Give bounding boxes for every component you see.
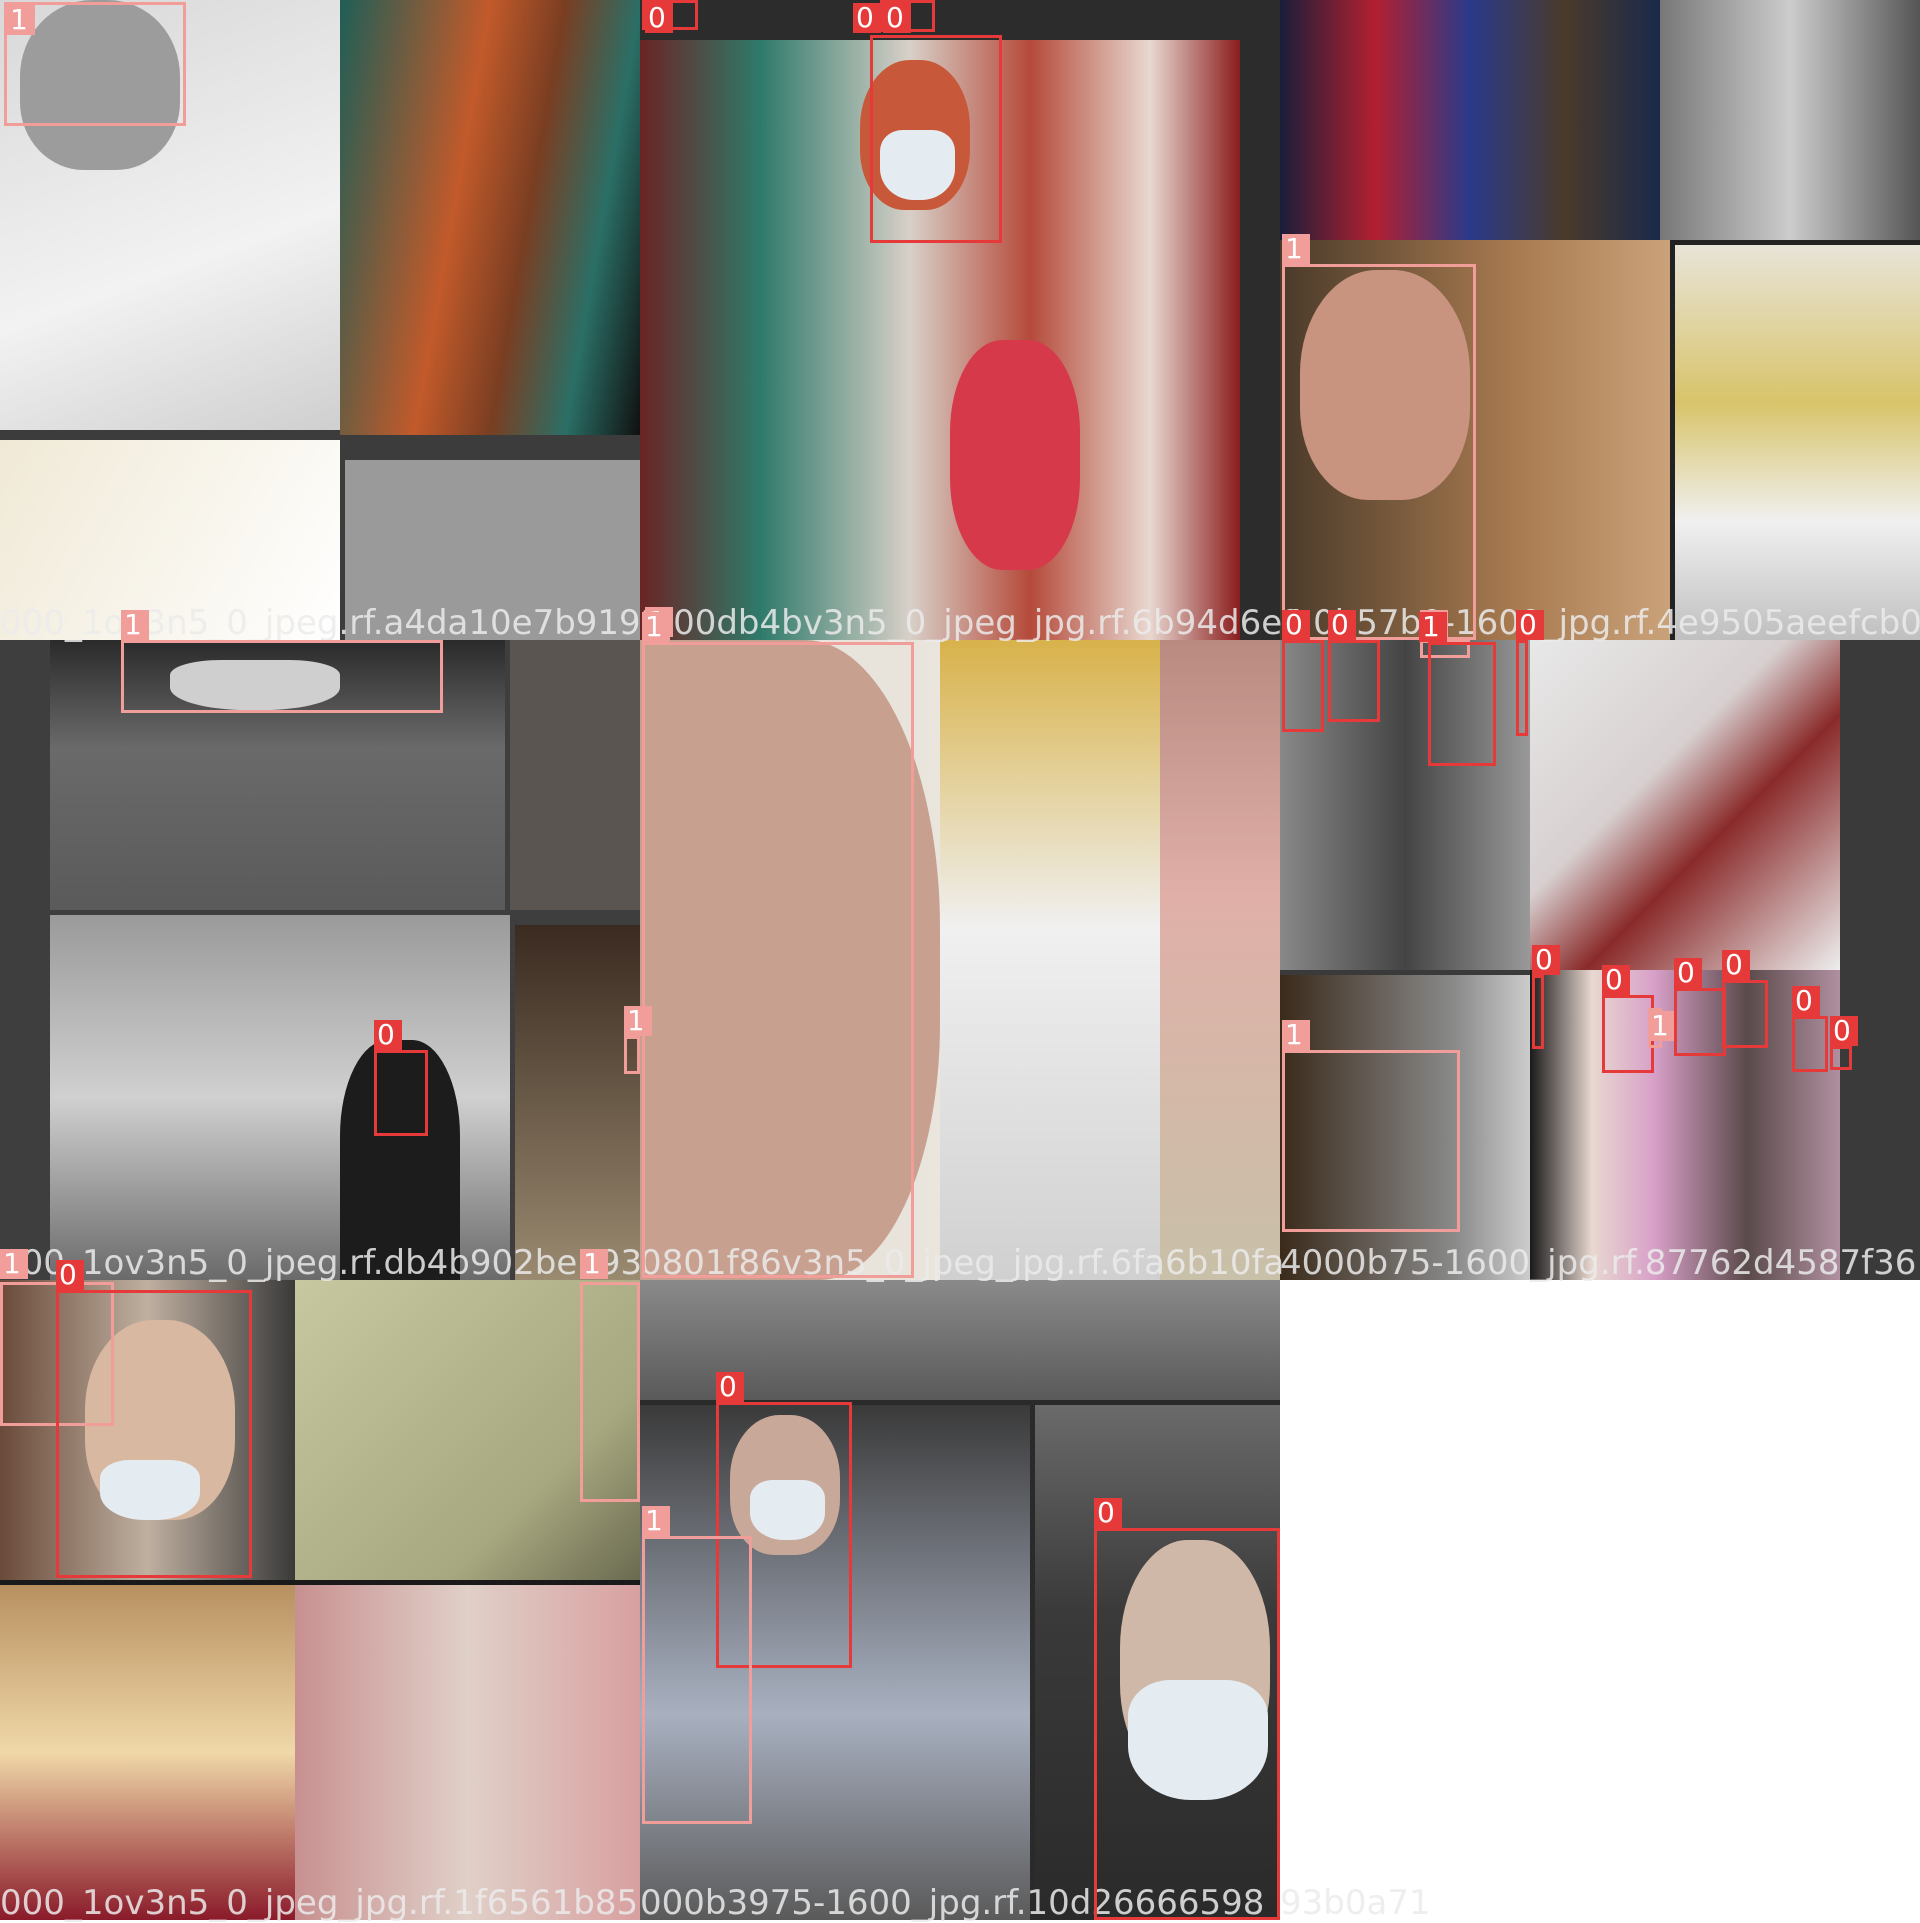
baby-image [950,340,1080,570]
mask-image [100,1460,200,1520]
gray-people-image [1660,0,1920,240]
bbox-label: 1 [1419,612,1447,642]
tile-caption: 0801f86v3n5_0_jpeg_jpg.rf.6fa6b10fa [640,1243,1285,1283]
bbox-no-mask: 1 [642,612,914,1278]
bbox-mask: 0 [1532,945,1560,1049]
bbox-no-mask: 1 [642,1506,752,1824]
doorway-image [515,925,640,1280]
bbox-label: 0 [1532,945,1560,975]
tile-caption: 000b3975-1600_jpg.rf.10d26666598 [640,1883,1265,1923]
bbox-label: 1 [7,5,35,35]
bbox-label: 1 [1282,1020,1310,1050]
mosaic-tile-5 [640,640,1280,1280]
bbox-mask: 0 [1602,965,1654,1073]
mask-image [170,660,340,710]
crowd-coats-image [1280,0,1660,240]
office-background-image [940,640,1160,1280]
bbox-label: 1 [642,1506,670,1536]
bbox-mask: 0 [374,1020,428,1136]
bbox-mask: 0 [1282,610,1324,732]
face-image [1300,270,1470,500]
mosaic-tile-4 [0,640,640,1280]
bbox-label: 1 [642,612,670,642]
bbox-label: 0 [716,1372,744,1402]
office-desk-image [1675,245,1920,640]
bbox-no-mask: 1 [1282,234,1476,640]
gray-wall-image [345,460,640,640]
blurred-side-image [510,640,640,910]
blurred-strip-image [1160,640,1280,1280]
bbox-label: 0 [1602,965,1630,995]
bbox-label: 0 [1674,958,1702,988]
gray-top-image [640,1280,1280,1400]
bbox-mask: 0 [1094,1498,1280,1920]
bbox-mask: 1 [1419,612,1496,766]
bbox-label: 0 [883,3,911,33]
tile-caption: 100_1ov3n5_0_jpeg.rf.db4b902be193 [0,1243,643,1283]
bbox-mask: 0 [1830,1016,1858,1070]
person-dark-image [340,1040,460,1280]
bbox-no-mask: 1 [121,610,443,713]
mask-image [1128,1680,1268,1800]
bbox-label: 1 [121,610,149,640]
bbox-mask: 0 [1328,610,1380,722]
room-corner-image [0,440,340,640]
empty-area [1280,1280,1920,1920]
bbox-no-mask: 1 [1648,1008,1676,1048]
bbox-no-mask: 1 [1282,1020,1460,1232]
bbox-no-mask: 1 [580,1249,640,1502]
bbox-mask: 0 [642,0,698,33]
bbox-label: 0 [853,3,881,33]
mosaic-tile-3 [1280,0,1920,640]
blurred-crowd-image [340,0,640,435]
masked-crowd-image [1530,970,1840,1280]
bbox-label: 0 [1792,986,1820,1016]
tile-caption: 000_1ov3n5_0_jpeg.rf.a4da10e7b919 [0,603,641,643]
bbox-label: 0 [645,3,673,33]
bbox-label: 1 [1648,1011,1676,1041]
face-image [640,640,940,1280]
bbox-mask: 0 [1516,610,1544,736]
bbox-label: 0 [56,1260,84,1290]
table-top-image [1530,640,1840,970]
bbox-mask: 0 [1722,950,1768,1048]
bbox-label: 1 [1282,234,1310,264]
bbox-label: 0 [1328,610,1356,640]
mask-image [880,130,955,200]
bbox-label: 1 [0,1249,28,1279]
tile-caption: 1:00db4bv3n5_0_jpeg_jpg.rf.6b94d6e4 [640,603,1304,643]
mosaic-tile-7 [0,1280,640,1920]
bbox-label: 0 [1282,610,1310,640]
bbox-label: 1 [580,1249,608,1279]
mask-image [750,1480,825,1540]
blurred-figures-image [295,1585,640,1920]
bbox-label: 1 [624,1006,652,1036]
bbox-label: 0 [374,1020,402,1050]
bbox-label: 0 [1830,1016,1858,1046]
mosaic-tile-6 [1280,640,1920,1280]
bbox-label: 0 [1722,950,1750,980]
hallway-image [0,1585,295,1920]
mosaic-tile-1 [0,0,640,640]
bbox-label: 0 [1094,1498,1122,1528]
tile-caption: 93b0a71 [1280,1883,1431,1923]
bbox-label: 0 [1516,610,1544,640]
bbox-mask [870,35,1002,243]
bbox-no-mask: 1 [624,1006,652,1074]
bbox-mask: 0 [1674,958,1726,1056]
mosaic-tile-2 [640,0,1280,640]
bbox-no-mask: 1 [4,2,186,126]
bbox-mask: 0 [56,1260,252,1578]
bbox-mask: 0 [1792,986,1828,1072]
tile-caption: 0:0b57b0-1600_jpg.rf.4e9505aeefcb0 [1280,603,1920,643]
face-image [20,0,180,170]
bbox-mask: 0 [716,1372,852,1668]
tile-caption: 4000b75-1600_jpg.rf.87762d4587f36 [1280,1243,1917,1283]
tile-caption: 000_1ov3n5_0_jpeg_jpg.rf.1f6561b85 [0,1883,639,1923]
mosaic-tile-8 [640,1280,1280,1920]
